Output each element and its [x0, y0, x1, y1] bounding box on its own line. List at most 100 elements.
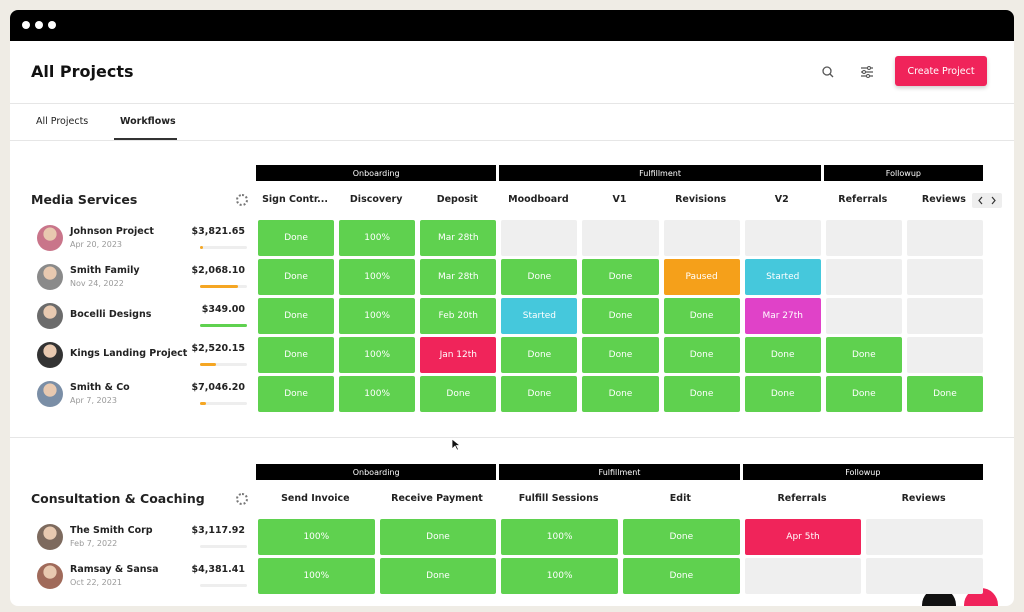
avatar — [37, 342, 63, 368]
project-date: Nov 24, 2022 — [70, 279, 124, 288]
project-name: Smith & Co — [70, 382, 130, 393]
status-cell[interactable]: Done — [379, 558, 497, 594]
status-cell[interactable]: 100% — [339, 220, 416, 256]
status-cell[interactable]: Paused — [663, 259, 740, 295]
cursor — [451, 438, 462, 451]
status-cell[interactable] — [744, 220, 821, 256]
status-cell[interactable] — [663, 220, 740, 256]
status-cell[interactable]: Started — [501, 298, 578, 334]
page-title: All Projects — [31, 62, 134, 81]
status-cell[interactable] — [906, 337, 983, 373]
status-cell[interactable] — [825, 259, 902, 295]
status-cell[interactable]: Done — [501, 259, 578, 295]
project-amount: $349.00 — [201, 304, 245, 315]
project-amount: $3,821.65 — [191, 226, 246, 237]
status-cell[interactable]: Done — [663, 298, 740, 334]
status-cell[interactable]: 100% — [339, 298, 416, 334]
status-cell[interactable]: Mar 27th — [744, 298, 821, 334]
column-header: Moodboard — [508, 194, 569, 205]
status-cell[interactable]: Apr 5th — [744, 519, 862, 555]
progress-bar — [200, 285, 238, 288]
status-cell[interactable]: Done — [258, 376, 335, 412]
settings-icon[interactable] — [236, 194, 248, 206]
status-cell[interactable] — [906, 298, 983, 334]
column-scroll[interactable] — [972, 193, 1002, 208]
status-cell[interactable]: Done — [744, 376, 821, 412]
status-cell[interactable]: Done — [420, 376, 497, 412]
status-cell[interactable]: Done — [582, 337, 659, 373]
progress-bar — [200, 402, 206, 405]
status-cell[interactable]: Done — [825, 337, 902, 373]
tab[interactable]: Workflows — [120, 116, 176, 127]
column-header: Revisions — [675, 194, 727, 205]
project-amount: $2,520.15 — [191, 343, 246, 354]
status-cell[interactable]: 100% — [501, 519, 618, 555]
status-cell[interactable]: Done — [258, 298, 335, 334]
status-cell[interactable]: Done — [258, 337, 335, 373]
status-cell[interactable] — [906, 220, 983, 256]
window: All Projects Create Project All Projects… — [10, 10, 1014, 606]
status-cell[interactable]: Done — [582, 376, 659, 412]
status-cell[interactable]: 100% — [258, 558, 375, 594]
status-cell[interactable]: Done — [501, 337, 578, 373]
status-cell[interactable]: Done — [906, 376, 983, 412]
status-cell[interactable]: Mar 28th — [420, 220, 497, 256]
column-header: Reviews — [921, 194, 966, 205]
status-cell[interactable]: Feb 20th — [420, 298, 497, 334]
status-cell[interactable] — [906, 259, 983, 295]
project-name: Bocelli Designs — [70, 309, 152, 320]
status-cell[interactable]: 100% — [258, 519, 375, 555]
status-cell[interactable]: Done — [623, 558, 740, 594]
tab[interactable]: All Projects — [36, 116, 89, 127]
status-cell[interactable]: 100% — [339, 337, 416, 373]
group-header: Fulfillment — [499, 464, 740, 480]
status-cell[interactable]: Done — [379, 519, 497, 555]
project-amount: $7,046.20 — [191, 382, 246, 393]
status-cell[interactable]: Done — [582, 259, 659, 295]
create-project-button[interactable]: Create Project — [895, 56, 987, 86]
status-cell[interactable]: Done — [258, 259, 335, 295]
status-cell[interactable] — [825, 298, 902, 334]
status-cell[interactable]: Done — [663, 337, 740, 373]
progress-track — [200, 363, 247, 366]
status-cell[interactable]: Done — [501, 376, 578, 412]
column-header: Receive Payment — [391, 493, 483, 504]
status-cell[interactable]: Done — [825, 376, 902, 412]
status-cell[interactable]: Started — [744, 259, 821, 295]
status-cell[interactable]: Done — [258, 220, 335, 256]
project-name: Kings Landing Project — [70, 348, 188, 359]
status-cell[interactable] — [825, 220, 902, 256]
search-icon[interactable] — [820, 64, 836, 80]
divider — [10, 437, 1014, 438]
column-header: Edit — [669, 493, 691, 504]
status-cell[interactable]: Done — [623, 519, 740, 555]
project-date: Apr 20, 2023 — [70, 240, 123, 249]
project-name: Smith Family — [70, 265, 140, 276]
column-header: V2 — [774, 194, 789, 205]
status-cell[interactable]: Done — [663, 376, 740, 412]
avatar — [37, 563, 63, 589]
settings-icon[interactable] — [236, 493, 248, 505]
status-cell[interactable]: 100% — [339, 259, 416, 295]
status-cell[interactable] — [866, 519, 983, 555]
status-cell[interactable] — [582, 220, 659, 256]
column-header: Reviews — [901, 493, 946, 504]
status-cell[interactable]: 100% — [501, 558, 618, 594]
group-header: Followup — [742, 464, 983, 480]
status-cell[interactable]: 100% — [339, 376, 416, 412]
status-cell[interactable] — [501, 220, 578, 256]
progress-track — [200, 584, 247, 587]
filter-icon[interactable] — [859, 64, 875, 80]
status-cell[interactable] — [744, 558, 862, 594]
status-cell[interactable]: Done — [744, 337, 821, 373]
group-header: Fulfillment — [499, 165, 821, 181]
progress-bar — [200, 324, 247, 327]
project-name: Johnson Project — [70, 226, 154, 237]
avatar — [37, 524, 63, 550]
status-cell[interactable]: Done — [582, 298, 659, 334]
status-cell[interactable]: Mar 28th — [420, 259, 497, 295]
status-cell[interactable]: Jan 12th — [420, 337, 497, 373]
status-cell[interactable] — [866, 558, 983, 594]
project-name: The Smith Corp — [70, 525, 153, 536]
